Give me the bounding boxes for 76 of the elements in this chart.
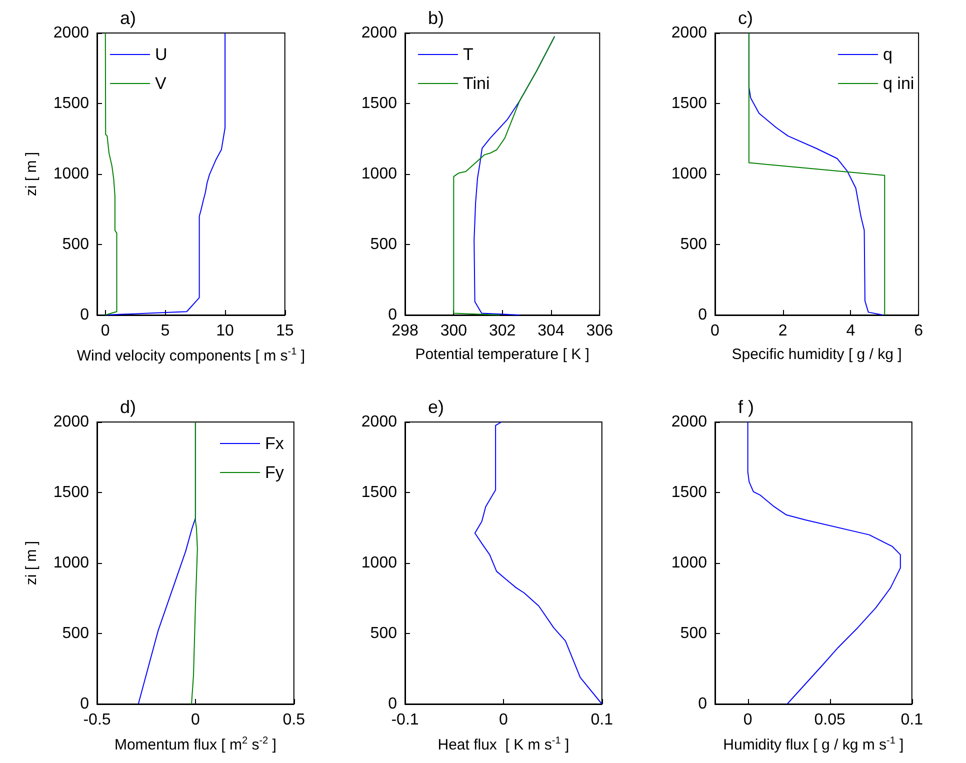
y-tick-label: 1000: [53, 166, 90, 182]
legend-label: T: [463, 45, 474, 64]
y-tick-label: 1500: [671, 484, 708, 501]
y-tick-label: 1000: [361, 554, 398, 572]
line-series: [747, 422, 901, 704]
legend-label: Tini: [463, 74, 490, 93]
y-tick-label: 2000: [53, 414, 90, 430]
x-tick-label: 302: [488, 322, 516, 340]
x-tick-label: 306: [586, 322, 614, 340]
y-tick-label: 1500: [53, 484, 90, 501]
chart-title: c): [738, 8, 753, 28]
x-tick-label: 5: [160, 322, 170, 340]
y-tick-label: 500: [62, 236, 90, 253]
y-tick-label: 0: [388, 696, 398, 712]
y-tick-label: 0: [80, 696, 90, 712]
line-series: [453, 36, 556, 316]
x-tick-label: 0.05: [814, 712, 846, 728]
y-tick-label: 2000: [671, 24, 708, 42]
x-axis-title: Potential temperature [ K ]: [415, 346, 590, 363]
legend-label: Fy: [265, 463, 284, 482]
chart-title: d): [120, 397, 136, 417]
legend-label: q ini: [883, 74, 914, 93]
x-tick-label: 0: [498, 712, 508, 728]
x-tick-label: 0: [100, 322, 110, 340]
x-tick-label: 0: [743, 712, 752, 728]
y-tick-label: 2000: [361, 414, 398, 430]
legend-label: U: [155, 45, 168, 64]
chart-title: f ): [738, 397, 754, 417]
y-tick-label: 500: [680, 625, 708, 642]
x-tick-label: 0.5: [282, 712, 306, 728]
y-tick-label: 1500: [361, 484, 398, 501]
y-tick-label: 500: [370, 625, 398, 642]
x-tick-label: 10: [216, 322, 234, 340]
x-tick-label: -0.5: [83, 712, 111, 728]
y-tick-label: 1000: [671, 554, 708, 572]
line-series: [104, 32, 226, 316]
y-axis-title: zi [ m ]: [23, 152, 40, 196]
y-tick-label: 1500: [361, 95, 398, 112]
x-tick-label: 15: [276, 322, 294, 340]
x-tick-label: 0.1: [900, 712, 924, 728]
line-series: [104, 32, 118, 316]
y-tick-label: 1000: [671, 166, 708, 182]
y-tick-label: 1500: [671, 95, 708, 112]
x-tick-label: 6: [914, 322, 924, 340]
x-tick-label: 304: [538, 322, 564, 340]
y-tick-label: 1000: [53, 554, 90, 572]
chart-title: b): [428, 8, 444, 28]
legend-label: q: [883, 45, 892, 64]
x-tick-label: 0: [190, 712, 200, 728]
line-series: [191, 422, 198, 704]
x-tick-label: 2: [778, 322, 788, 340]
y-axis-title: zi [ m ]: [23, 540, 40, 586]
y-tick-label: 500: [62, 625, 90, 642]
y-tick-label: 1000: [361, 166, 398, 182]
y-tick-label: 500: [370, 236, 398, 253]
y-tick-label: 2000: [53, 24, 90, 42]
x-tick-label: 0: [710, 322, 720, 340]
y-tick-label: 2000: [361, 24, 398, 42]
x-tick-label: 0.1: [590, 712, 614, 728]
x-tick-label: 4: [846, 322, 856, 340]
legend-label: V: [155, 74, 167, 93]
legend-label: Fx: [265, 434, 284, 453]
y-tick-label: 0: [698, 306, 708, 324]
chart-title: a): [120, 8, 136, 28]
x-tick-label: 298: [392, 322, 418, 340]
x-tick-label: -0.1: [391, 712, 419, 728]
y-tick-label: 2000: [671, 414, 708, 430]
x-axis-title: Specific humidity [ g / kg ]: [732, 346, 902, 363]
chart-title: e): [428, 397, 444, 417]
y-tick-label: 500: [680, 236, 708, 253]
x-tick-label: 300: [440, 322, 468, 340]
y-tick-label: 0: [80, 306, 90, 324]
y-tick-label: 0: [388, 306, 398, 324]
line-series: [474, 422, 602, 704]
y-tick-label: 1500: [53, 95, 90, 112]
y-tick-label: 0: [698, 696, 708, 712]
